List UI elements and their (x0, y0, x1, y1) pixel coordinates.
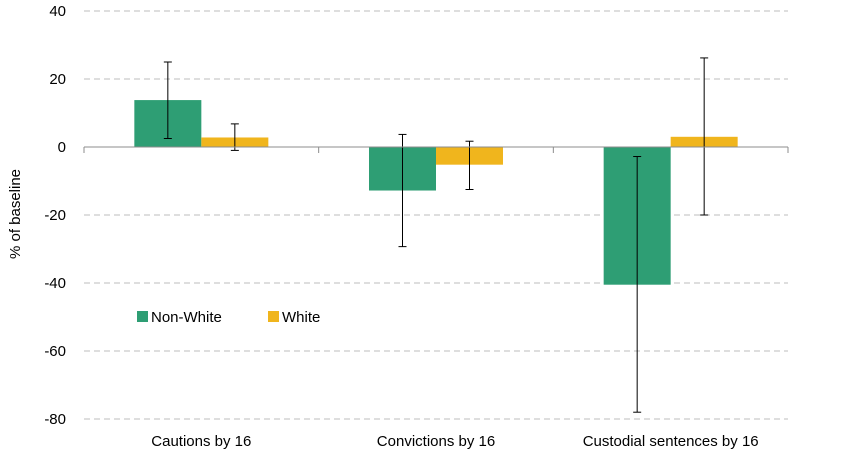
gridlines (84, 10, 788, 420)
legend-label: White (282, 309, 320, 326)
x-axis (83, 146, 789, 153)
error-bars (163, 57, 709, 413)
y-tick-label: -80 (44, 411, 66, 428)
x-category-label: Convictions by 16 (377, 433, 495, 450)
y-tick-label: 20 (49, 71, 66, 88)
y-axis-label: % of baseline (7, 169, 24, 259)
y-tick-label: -20 (44, 207, 66, 224)
x-axis-category-labels: Cautions by 16 Convictions by 16 Custodial… (151, 433, 758, 450)
y-axis-tick-labels: 40 20 0 -20 -40 -60 -80 (44, 3, 66, 428)
y-tick-label: 40 (49, 3, 66, 20)
legend-swatch (268, 311, 279, 322)
legend-label: Non-White (151, 309, 222, 326)
legend: Non-White White (137, 309, 320, 326)
x-category-label: Custodial sentences by 16 (583, 433, 759, 450)
legend-swatch (137, 311, 148, 322)
y-tick-label: -60 (44, 343, 66, 360)
x-category-label: Cautions by 16 (151, 433, 251, 450)
bars (134, 100, 738, 285)
y-tick-label: -40 (44, 275, 66, 292)
y-tick-label: 0 (58, 139, 66, 156)
